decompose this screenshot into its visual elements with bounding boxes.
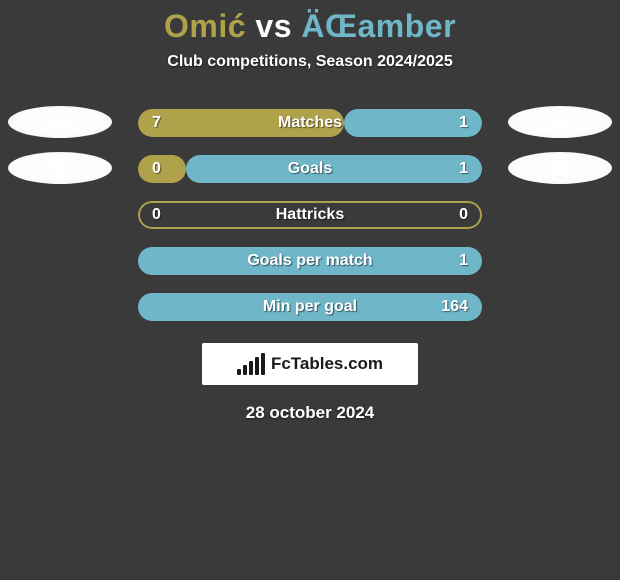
stat-row: 1Goals per match: [138, 247, 482, 275]
comparison-bar: 01Goals: [138, 155, 482, 183]
avatar: [8, 152, 112, 184]
stat-row: 00Hattricks: [138, 201, 482, 229]
stat-row: 01Goals: [138, 155, 482, 183]
date-label: 28 october 2024: [0, 403, 620, 423]
stat-row: 71Matches: [138, 109, 482, 137]
stat-label: Hattricks: [138, 201, 482, 229]
avatar: [508, 106, 612, 138]
avatar: [508, 152, 612, 184]
comparison-bar: 164Min per goal: [138, 293, 482, 321]
stat-label: Min per goal: [138, 293, 482, 321]
stat-label: Goals: [138, 155, 482, 183]
comparison-bar: 1Goals per match: [138, 247, 482, 275]
title-vs: vs: [255, 8, 292, 44]
page-title: Omić vs ÄŒamber: [0, 0, 620, 45]
stat-label: Matches: [138, 109, 482, 137]
title-player1: Omić: [164, 8, 246, 44]
comparison-card: Omić vs ÄŒamber Club competitions, Seaso…: [0, 0, 620, 580]
stat-rows: 71Matches 01Goals 00Hattricks 1Goals per ma…: [138, 109, 482, 321]
stat-label: Goals per match: [138, 247, 482, 275]
subtitle: Club competitions, Season 2024/2025: [0, 53, 620, 71]
title-player2: ÄŒamber: [301, 8, 456, 44]
fctables-badge[interactable]: FcTables.com: [202, 343, 418, 385]
comparison-bar: 00Hattricks: [138, 201, 482, 229]
avatar: [8, 106, 112, 138]
bar-chart-icon: [237, 353, 265, 375]
stat-row: 164Min per goal: [138, 293, 482, 321]
comparison-bar: 71Matches: [138, 109, 482, 137]
badge-text: FcTables.com: [271, 354, 383, 374]
